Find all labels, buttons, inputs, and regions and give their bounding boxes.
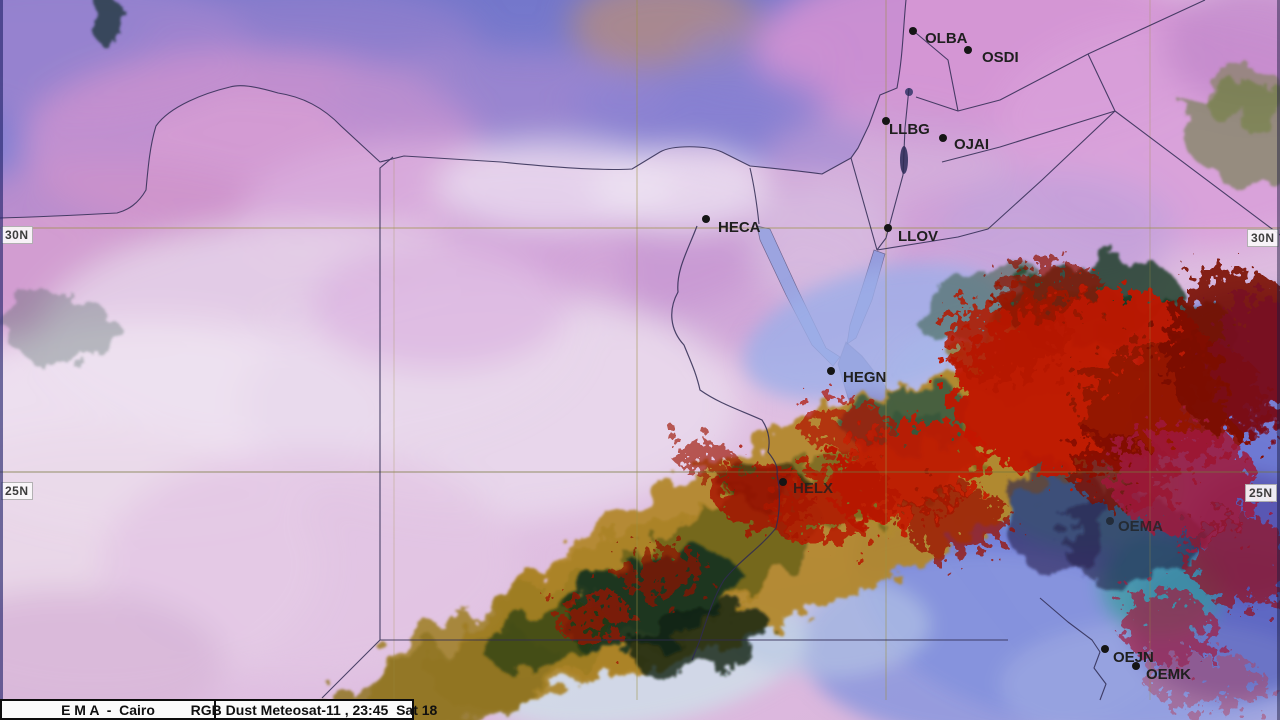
footer-agency-label: E M A - Cairo	[61, 701, 155, 718]
gridlines	[0, 0, 1280, 700]
station-dot-helx	[779, 478, 787, 486]
lat-label-30n-right: 30N	[1247, 229, 1279, 247]
right-edge-strip	[1277, 0, 1280, 720]
station-markers	[702, 27, 1140, 670]
station-label-hegn: HEGN	[843, 369, 886, 386]
left-edge-strip	[0, 0, 3, 720]
station-dot-llov	[884, 224, 892, 232]
border-israel-jordan	[876, 87, 910, 251]
suez-canal	[749, 167, 760, 225]
station-dot-heca	[702, 215, 710, 223]
station-label-heca: HECA	[718, 219, 761, 236]
footer-product-label: RGB Dust Meteosat-11 , 23:45 Sat 18	[190, 701, 438, 718]
station-label-oejn: OEJN	[1113, 649, 1154, 666]
border-lines	[0, 0, 1280, 701]
nile-river	[671, 225, 780, 661]
border-lebanon	[909, 27, 959, 112]
border-egypt-libya-sudan	[379, 156, 1008, 641]
station-label-osdi: OSDI	[982, 49, 1019, 66]
station-dot-llbg	[882, 117, 890, 125]
footer-product-box: RGB Dust Meteosat-11 , 23:45 Sat 18	[191, 699, 437, 720]
station-label-llbg: LLBG	[889, 121, 930, 138]
station-label-llov: LLOV	[898, 228, 938, 245]
station-label-helx: HELX	[793, 480, 833, 497]
station-label-oema: OEMA	[1118, 518, 1163, 535]
lat-label-25n-left: 25N	[1, 482, 33, 500]
border-jordan-saudi	[876, 110, 1116, 251]
station-label-ojai: OJAI	[954, 136, 989, 153]
coastline	[0, 0, 907, 219]
station-dot-olba	[909, 27, 917, 35]
footer-bar: E M A - Cairo RGB Dust Meteosat-11 , 23:…	[0, 699, 437, 720]
station-dot-hegn	[827, 367, 835, 375]
station-label-oemk: OEMK	[1146, 666, 1191, 683]
footer-agency-box: E M A - Cairo	[0, 699, 216, 720]
station-dot-osdi	[964, 46, 972, 54]
station-labels: OLBA OSDI LLBG OJAI HECA LLOV HEGN HELX …	[718, 30, 1191, 683]
lat-label-25n-right: 25N	[1245, 484, 1277, 502]
lat-label-30n-left: 30N	[1, 226, 33, 244]
station-dot-oemk	[1132, 662, 1140, 670]
border-egypt-israel	[850, 157, 878, 251]
station-dot-ojai	[939, 134, 947, 142]
station-dot-oejn	[1101, 645, 1109, 653]
station-dot-oema	[1106, 517, 1114, 525]
station-label-olba: OLBA	[925, 30, 968, 47]
saudi-coast	[1039, 597, 1107, 701]
